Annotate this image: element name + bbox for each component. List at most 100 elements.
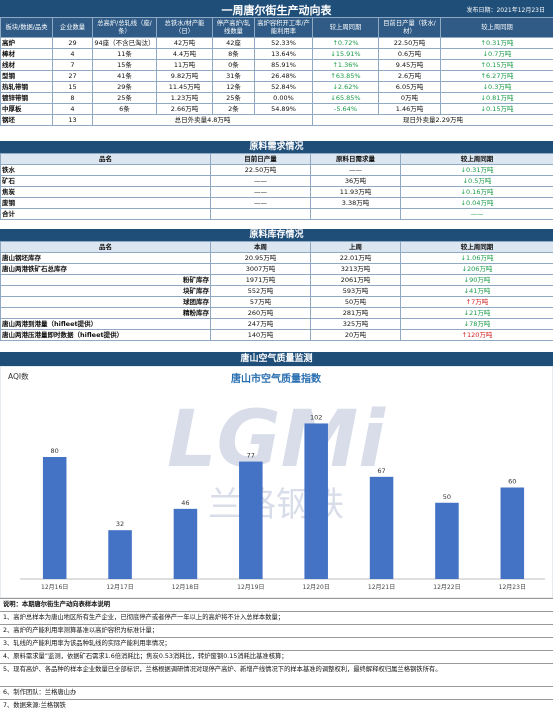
capacity: 11万吨: [156, 59, 213, 71]
stock-name: 球团库存: [0, 296, 211, 308]
note-item: 3、轧线的产能利用率为该品种轧线的实际产能利用率情况；: [0, 637, 553, 650]
note-item: 6、制作团队：兰格唐山办: [0, 686, 553, 699]
material-name: 矿石: [0, 175, 211, 187]
week-change: ↓0.31万吨: [400, 164, 553, 176]
output-change: ↑0.15万吨: [440, 59, 553, 71]
total-lines: 94座（不含已淘汰）: [92, 37, 157, 49]
week-change: ↓0.16万吨: [400, 186, 553, 198]
bar-12月17日: [108, 530, 132, 579]
this-week: 247万吨: [210, 318, 311, 330]
row-label: 中厚板: [0, 103, 53, 115]
stock-name: 唐山钢坯库存: [0, 252, 211, 264]
week-change: ↓206万吨: [400, 263, 553, 275]
aqi-section-title: 唐山空气质量监测: [0, 352, 553, 366]
week-change: ↓41万吨: [400, 285, 553, 297]
daily-output: 6.05万吨: [378, 81, 441, 93]
x-tick-label: 12月20日: [303, 584, 330, 591]
stock-name: 精粉库存: [0, 307, 211, 319]
output-change: ↓0.3万吨: [440, 81, 553, 93]
this-week: 552万吨: [210, 285, 311, 297]
utilization-rate: 54.89%: [254, 103, 313, 115]
stopped-count: 8条: [212, 48, 255, 60]
col-header: 较上周同期: [400, 241, 553, 253]
rate-change: ↑0.72%: [312, 37, 379, 49]
col-header: 停产高炉/轧线数量: [212, 17, 255, 38]
stock-row: 球团库存 57万吨 50万吨 ↑7万吨: [0, 296, 553, 308]
capacity: 9.82万吨: [156, 70, 213, 82]
daily-output: 1.46万吨: [378, 103, 441, 115]
last-week: 281万吨: [310, 307, 401, 319]
utilization-rate: 85.91%: [254, 59, 313, 71]
total-lines: 29条: [92, 81, 157, 93]
stock-name: 块矿库存: [0, 285, 211, 297]
this-week: 3007万吨: [210, 263, 311, 275]
last-week: 50万吨: [310, 296, 401, 308]
col-header: 较上周同期: [400, 153, 553, 165]
rate-change: ↓2.62%: [312, 81, 379, 93]
stock-table: 品名 本周 上周 较上周同期 唐山钢坯库存 20.95万吨 22.01万吨 ↓1.06…: [0, 241, 553, 341]
col-header: 本周: [210, 241, 311, 253]
this-week: 1971万吨: [210, 274, 311, 286]
report-title: 一周唐尔街生产动向表: [221, 4, 332, 17]
stock-row: 块矿库存 552万吨 593万吨 ↓41万吨: [0, 285, 553, 297]
week-change: ↓1.06万吨: [400, 252, 553, 264]
total-lines: 41条: [92, 70, 157, 82]
stock-row: 精粉库存 260万吨 281万吨 ↓21万吨: [0, 307, 553, 319]
utilization-rate: 13.64%: [254, 48, 313, 60]
this-week: 260万吨: [210, 307, 311, 319]
row-label: 热轧带钢: [0, 81, 53, 93]
total-lines: 11条: [92, 48, 157, 60]
x-tick-label: 12月16日: [41, 584, 68, 591]
daily-output: 0.6万吨: [378, 48, 441, 60]
this-week: 20.95万吨: [210, 252, 311, 264]
material-name: 铁水: [0, 164, 211, 176]
stock-name: 唐山两港压港量即时数据（hifleet提供）: [0, 329, 211, 341]
row-label: 钢坯: [0, 114, 53, 126]
total-lines: 15条: [92, 59, 157, 71]
stopped-count: 42座: [212, 37, 255, 49]
notes-title: 说明：本期唐尔街生产动向表样本说明: [0, 598, 553, 611]
aqi-chart: LGMi 兰格钢铁 唐山市空气质量指数 AQI数 80 12月16日 32 12月17…: [0, 365, 553, 599]
enterprise-count: 27: [52, 70, 93, 82]
demand-body: 铁水 22.50万吨 —— ↓0.31万吨 矿石 —— 36万吨 ↓0.5万吨 焦炭 —— 11.9…: [0, 164, 553, 220]
rate-change: ↓15.91%: [312, 48, 379, 60]
enterprise-count: 29: [52, 37, 93, 49]
col-header: 品名: [0, 241, 211, 253]
bar-value-label: 46: [181, 499, 189, 507]
rate-change: -5.64%: [312, 103, 379, 115]
stock-row: 唐山两港到港量（hifleet提供） 247万吨 325万吨 ↓78万吨: [0, 318, 553, 330]
y-axis-label: AQI数: [8, 371, 29, 381]
x-tick-label: 12月23日: [499, 584, 526, 591]
stock-body: 唐山钢坯库存 20.95万吨 22.01万吨 ↓1.06万吨 唐山两港铁矿石总库存 300…: [0, 252, 553, 341]
stock-name: 粉矿库存: [0, 274, 211, 286]
last-week: 22.01万吨: [310, 252, 401, 264]
week-change: ↓21万吨: [400, 307, 553, 319]
stopped-count: 12条: [212, 81, 255, 93]
week-change: ↑7万吨: [400, 296, 553, 308]
production-body: 高炉 29 94座（不含已淘汰） 42万吨 42座 52.33% ↑0.72% 22.50万吨…: [0, 37, 553, 115]
rate-change: ↑1.36%: [312, 59, 379, 71]
billet-total-sales: 总日外卖量4.8万吨: [92, 114, 313, 126]
daily-need: 11.93万吨: [310, 186, 401, 198]
week-change: ↓0.5万吨: [400, 175, 553, 187]
this-week: 140万吨: [210, 329, 311, 341]
stock-name: 唐山两港铁矿石总库存: [0, 263, 211, 275]
row-label: 镀锌带钢: [0, 92, 53, 104]
col-header: 较上周同期: [312, 17, 379, 38]
note-item: 7、数据来源:兰格钢铁: [0, 699, 553, 712]
current-output: ——: [210, 197, 311, 209]
demand-row: 合计 ——: [0, 208, 553, 220]
enterprise-count: 4: [52, 48, 93, 60]
utilization-rate: 26.48%: [254, 70, 313, 82]
bar-12月22日: [435, 502, 459, 579]
week-change: ↓90万吨: [400, 274, 553, 286]
stock-row: 唐山钢坯库存 20.95万吨 22.01万吨 ↓1.06万吨: [0, 252, 553, 264]
production-row: 高炉 29 94座（不含已淘汰） 42万吨 42座 52.33% ↑0.72% 22.50万吨…: [0, 37, 553, 49]
last-week: 593万吨: [310, 285, 401, 297]
last-week: 2061万吨: [310, 274, 401, 286]
col-header: 总铁水/材产能（日）: [156, 17, 213, 38]
row-label: 线材: [0, 59, 53, 71]
bar-12月16日: [42, 457, 67, 579]
output-change: ↓0.7万吨: [440, 48, 553, 60]
